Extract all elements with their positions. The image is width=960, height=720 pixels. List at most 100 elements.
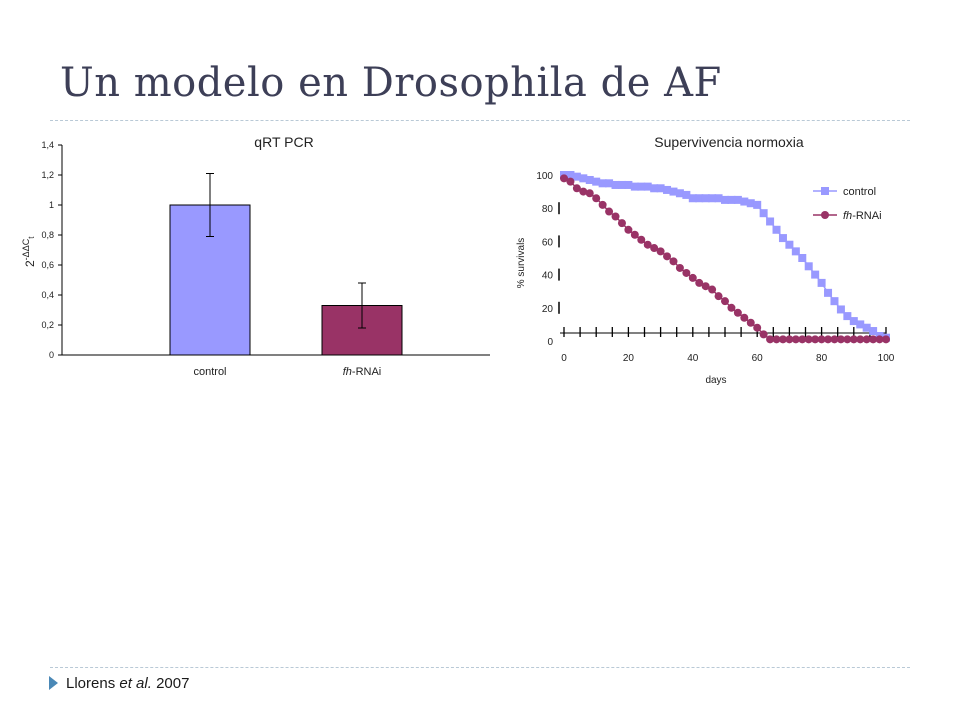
data-point-fh-rnai bbox=[836, 335, 845, 344]
data-point-control bbox=[766, 217, 775, 226]
data-point-fh-rnai bbox=[843, 335, 852, 344]
data-point-fh-rnai bbox=[830, 335, 839, 344]
data-point-fh-rnai bbox=[753, 323, 762, 332]
data-point-fh-rnai bbox=[766, 335, 775, 344]
bar-y-tick-label: 1,4 bbox=[41, 140, 54, 150]
legend-label: fh-RNAi bbox=[843, 210, 882, 222]
line-x-tick-label: 80 bbox=[816, 353, 828, 364]
data-point-fh-rnai bbox=[617, 219, 626, 228]
data-point-control bbox=[572, 172, 581, 181]
citation-year: 2007 bbox=[156, 675, 190, 692]
line-x-tick-label: 40 bbox=[687, 353, 699, 364]
data-point-control bbox=[592, 177, 601, 186]
data-point-fh-rnai bbox=[598, 200, 607, 209]
data-point-control bbox=[778, 234, 787, 243]
data-point-control bbox=[746, 199, 755, 208]
data-point-control bbox=[798, 254, 807, 262]
data-point-control bbox=[695, 194, 704, 203]
data-point-fh-rnai bbox=[875, 335, 884, 344]
bar-y-tick-label: 1 bbox=[49, 200, 54, 210]
survival-line-chart: Supervivencia normoxia 0 20 40 60 80 100 0 20 40 6… bbox=[516, 134, 895, 386]
data-point-control bbox=[759, 209, 768, 218]
data-point-fh-rnai bbox=[688, 273, 697, 282]
data-point-fh-rnai bbox=[759, 330, 768, 339]
bar-y-tick-label: 0,8 bbox=[41, 230, 54, 240]
data-point-fh-rnai bbox=[637, 235, 646, 244]
data-point-control bbox=[830, 297, 839, 306]
bar-y-tick-label: 0,4 bbox=[41, 290, 54, 300]
line-y-tick-label: 60 bbox=[542, 237, 554, 248]
data-point-control bbox=[624, 180, 633, 189]
data-point-fh-rnai bbox=[740, 313, 749, 322]
data-point-fh-rnai bbox=[798, 335, 807, 344]
line-x-tick-label: 60 bbox=[752, 353, 764, 364]
data-point-control bbox=[611, 180, 620, 189]
data-point-fh-rnai bbox=[849, 335, 858, 344]
bar-category-label: control bbox=[193, 366, 226, 378]
line-x-tick-label: 0 bbox=[561, 353, 567, 364]
data-point-control bbox=[869, 327, 878, 336]
data-point-control bbox=[733, 195, 742, 204]
bar bbox=[321, 305, 403, 356]
qrt-pcr-bar-chart: qRT PCR 0 0,2 0,4 0,6 0,8 1 1,2 1,4 2-ΔΔCt control… bbox=[21, 134, 490, 378]
data-point-fh-rnai bbox=[746, 318, 755, 327]
bar-chart-title: qRT PCR bbox=[254, 134, 313, 150]
data-point-fh-rnai bbox=[675, 263, 684, 272]
data-point-control bbox=[688, 194, 697, 203]
line-y-tick-label: 0 bbox=[547, 337, 553, 348]
data-point-fh-rnai bbox=[585, 189, 594, 198]
slide-title: Un modelo en Drosophila de AF bbox=[60, 60, 722, 106]
data-point-fh-rnai bbox=[869, 335, 878, 344]
data-point-control bbox=[843, 312, 852, 321]
data-point-fh-rnai bbox=[579, 187, 588, 196]
data-point-control bbox=[605, 179, 614, 188]
data-point-fh-rnai bbox=[727, 303, 736, 312]
bar-y-axis-label: 2-ΔΔCt bbox=[21, 236, 37, 267]
data-point-control bbox=[598, 179, 607, 188]
bullet-arrow-icon bbox=[49, 676, 58, 690]
data-point-fh-rnai bbox=[721, 297, 729, 306]
data-point-fh-rnai bbox=[804, 335, 813, 344]
data-point-fh-rnai bbox=[862, 335, 871, 344]
data-point-control bbox=[811, 270, 820, 279]
data-point-fh-rnai bbox=[772, 335, 781, 344]
footer-divider bbox=[50, 667, 910, 668]
data-point-control bbox=[643, 182, 652, 191]
bar-y-tick-label: 1,2 bbox=[41, 170, 54, 180]
data-point-control bbox=[637, 182, 646, 191]
bar-y-tick-label: 0 bbox=[49, 350, 54, 360]
data-point-fh-rnai bbox=[882, 335, 890, 344]
title-divider bbox=[50, 120, 910, 121]
data-point-fh-rnai bbox=[824, 335, 833, 344]
line-y-tick-label: 20 bbox=[542, 304, 554, 315]
bar-y-tick-label: 0,6 bbox=[41, 260, 54, 270]
data-point-control bbox=[630, 182, 639, 191]
data-point-control bbox=[708, 194, 717, 203]
line-y-axis-label: % survivals bbox=[516, 238, 527, 289]
legend-marker bbox=[821, 211, 829, 219]
data-point-control bbox=[585, 175, 594, 184]
data-point-control bbox=[721, 195, 729, 204]
data-point-fh-rnai bbox=[669, 257, 678, 266]
data-point-control bbox=[682, 190, 691, 199]
data-point-control bbox=[791, 247, 800, 256]
data-point-fh-rnai bbox=[566, 177, 575, 186]
data-point-control bbox=[824, 288, 833, 297]
data-point-control bbox=[804, 262, 813, 271]
data-point-fh-rnai bbox=[682, 268, 691, 277]
data-point-fh-rnai bbox=[611, 212, 620, 221]
data-point-fh-rnai bbox=[643, 240, 652, 249]
line-y-tick-label: 40 bbox=[542, 271, 554, 282]
data-point-fh-rnai bbox=[856, 335, 865, 344]
data-point-control bbox=[817, 278, 826, 287]
line-x-tick-label: 20 bbox=[623, 353, 635, 364]
data-point-control bbox=[856, 320, 865, 329]
citation-author: Llorens bbox=[66, 675, 116, 692]
citation: Llorens et al. 2007 bbox=[66, 675, 189, 692]
data-point-fh-rnai bbox=[778, 335, 787, 344]
data-point-control bbox=[772, 225, 781, 234]
data-point-control bbox=[663, 185, 672, 194]
bar-y-tick-label: 0,2 bbox=[41, 320, 54, 330]
data-point-fh-rnai bbox=[630, 230, 639, 239]
line-y-tick-label: 100 bbox=[536, 171, 553, 182]
